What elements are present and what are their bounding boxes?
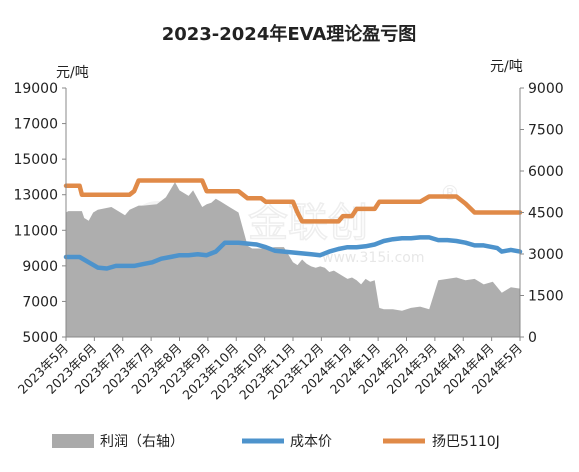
right-tick-label: 9000 <box>528 81 564 97</box>
profit-area-layer <box>66 182 520 337</box>
right-tick-label: 6000 <box>528 164 564 180</box>
left-tick-label: 13000 <box>13 188 58 204</box>
watermark-url: www.315i.com <box>322 250 424 266</box>
left-tick-label: 7000 <box>22 294 58 310</box>
legend-label: 成本价 <box>290 434 332 450</box>
legend-swatch-area <box>52 434 94 448</box>
left-tick-label: 5000 <box>22 330 58 346</box>
right-tick-label: 0 <box>528 330 537 346</box>
left-tick-label: 19000 <box>13 81 58 97</box>
legend: 利润（右轴） 成本价 扬巴5110J <box>52 434 500 450</box>
right-tick-label: 4500 <box>528 206 564 222</box>
chart-title: 2023-2024年EVA理论盈亏图 <box>162 23 417 45</box>
series-area-profit <box>66 182 520 337</box>
left-tick-label: 9000 <box>22 259 58 275</box>
series-line-1 <box>63 235 523 271</box>
left-axis-unit: 元/吨 <box>56 65 89 81</box>
right-tick-label: 1500 <box>528 289 564 305</box>
right-tick-label: 7500 <box>528 123 564 139</box>
left-tick-label: 17000 <box>13 117 58 133</box>
right-axis-unit: 元/吨 <box>490 59 523 75</box>
line-layer <box>63 178 523 271</box>
series-line-2 <box>63 178 523 224</box>
legend-label: 利润（右轴） <box>100 434 184 450</box>
watermark-registered: ® <box>440 181 460 205</box>
left-tick-label: 11000 <box>13 223 58 239</box>
left-tick-label: 15000 <box>13 152 58 168</box>
right-tick-label: 3000 <box>528 247 564 263</box>
legend-label: 扬巴5110J <box>432 434 500 450</box>
